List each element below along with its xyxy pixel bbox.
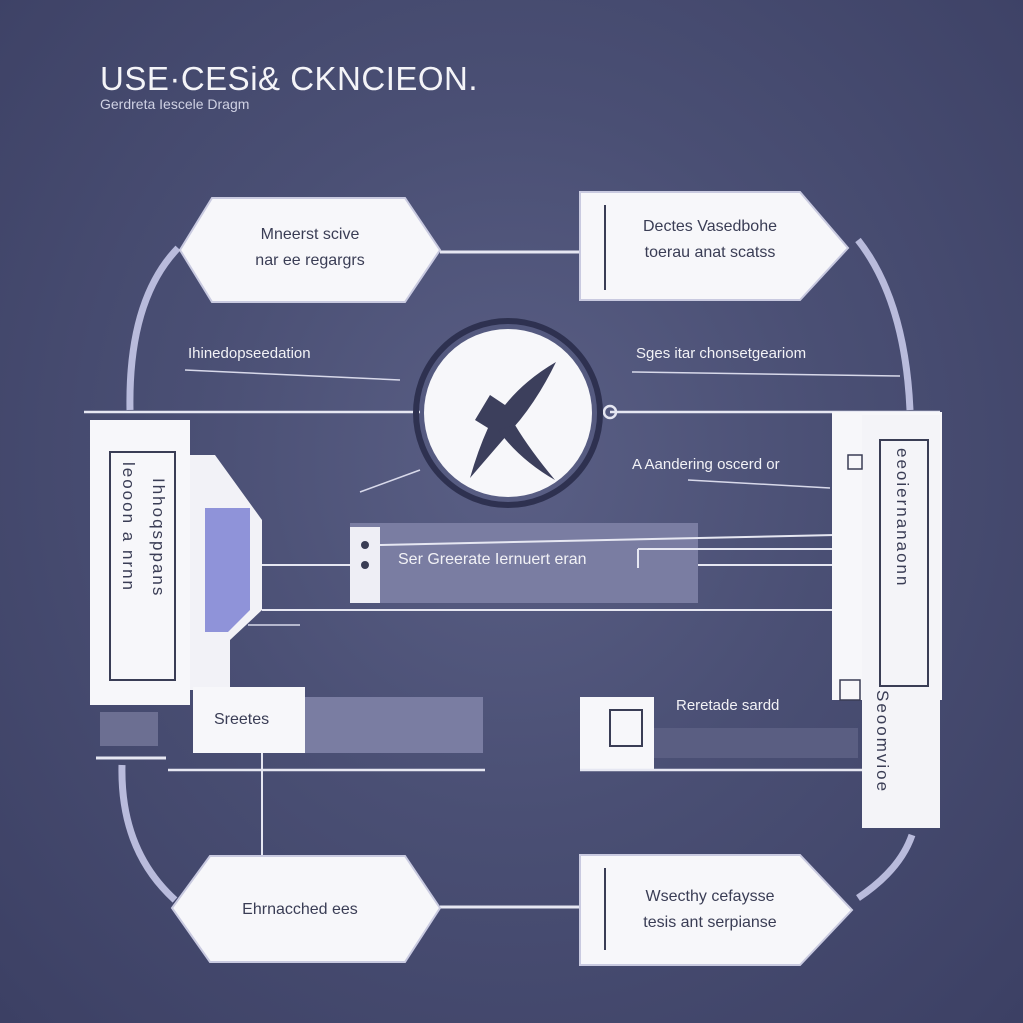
node-top-left-line1: Mneerst scive [260,226,360,243]
sreetes-bar [305,697,483,753]
left-panel-accent [205,508,250,632]
node-top-right-shape [579,191,850,301]
center-logo-ring [413,318,603,508]
sreetes-box [193,687,305,753]
annotation-left: Ihinedopseedation [188,345,311,362]
outer-loop-left [126,245,181,411]
node-top-right: Dectes Vasedbohe toerau anat scatss [615,214,805,266]
node-bottom-right: Wsecthy cefaysse tesis ant serpianse [615,884,805,936]
left-panel-text-1: leooon a nrnn [119,462,138,592]
node-bottom-left-shape [170,855,442,963]
node-bottom-right-line2: tesis ant serpianse [643,914,777,931]
left-panel-inner [109,451,176,681]
node-bottom-left-line1: Ehrnacched ees [242,901,358,918]
outer-loop-right [855,237,914,411]
node-top-left-shape [178,197,442,303]
annotation-mid-right: A Aandering oscerd or [632,456,780,473]
outer-loop-left-bottom [118,764,178,903]
node-top-right-line1: Dectes Vasedbohe [642,218,777,235]
node-top-right-line2: toerau anat scatss [644,244,776,261]
diagram-subtitle: Gerdreta Iescele Dragm [100,96,250,112]
node-top-left-line2: nar ee regargrs [255,252,365,269]
node-top-left: Mneerst scive nar ee regargrs [230,222,390,274]
center-bar [350,523,698,603]
right-panel-text-1: eeoiernanaonn [893,448,912,588]
annotation-right: Sges itar chonsetgeariom [636,345,807,362]
diagram-title: USE·CESi& CKNCIEON. [100,60,479,97]
sreetes-label: Sreetes [214,711,270,728]
node-bottom-right-line1: Wsecthy cefaysse [645,888,775,905]
x-logo-icon [470,362,556,478]
axis-node [602,404,618,420]
reretade-bar [654,728,858,758]
node-bottom-left: Ehrnacched ees [220,897,380,923]
left-panel-frame [90,420,190,705]
annotation-lower-right: Reretade sardd [676,697,780,714]
node-bottom-right-shape [579,854,854,966]
outer-loop-right-bottom [856,833,916,901]
left-panel-text-2: Ihhoqsppans [149,478,168,598]
right-panel-text-2: Seoomvioe [873,690,892,794]
center-bar-label: Ser Greerate Iernuert eran [398,551,587,568]
